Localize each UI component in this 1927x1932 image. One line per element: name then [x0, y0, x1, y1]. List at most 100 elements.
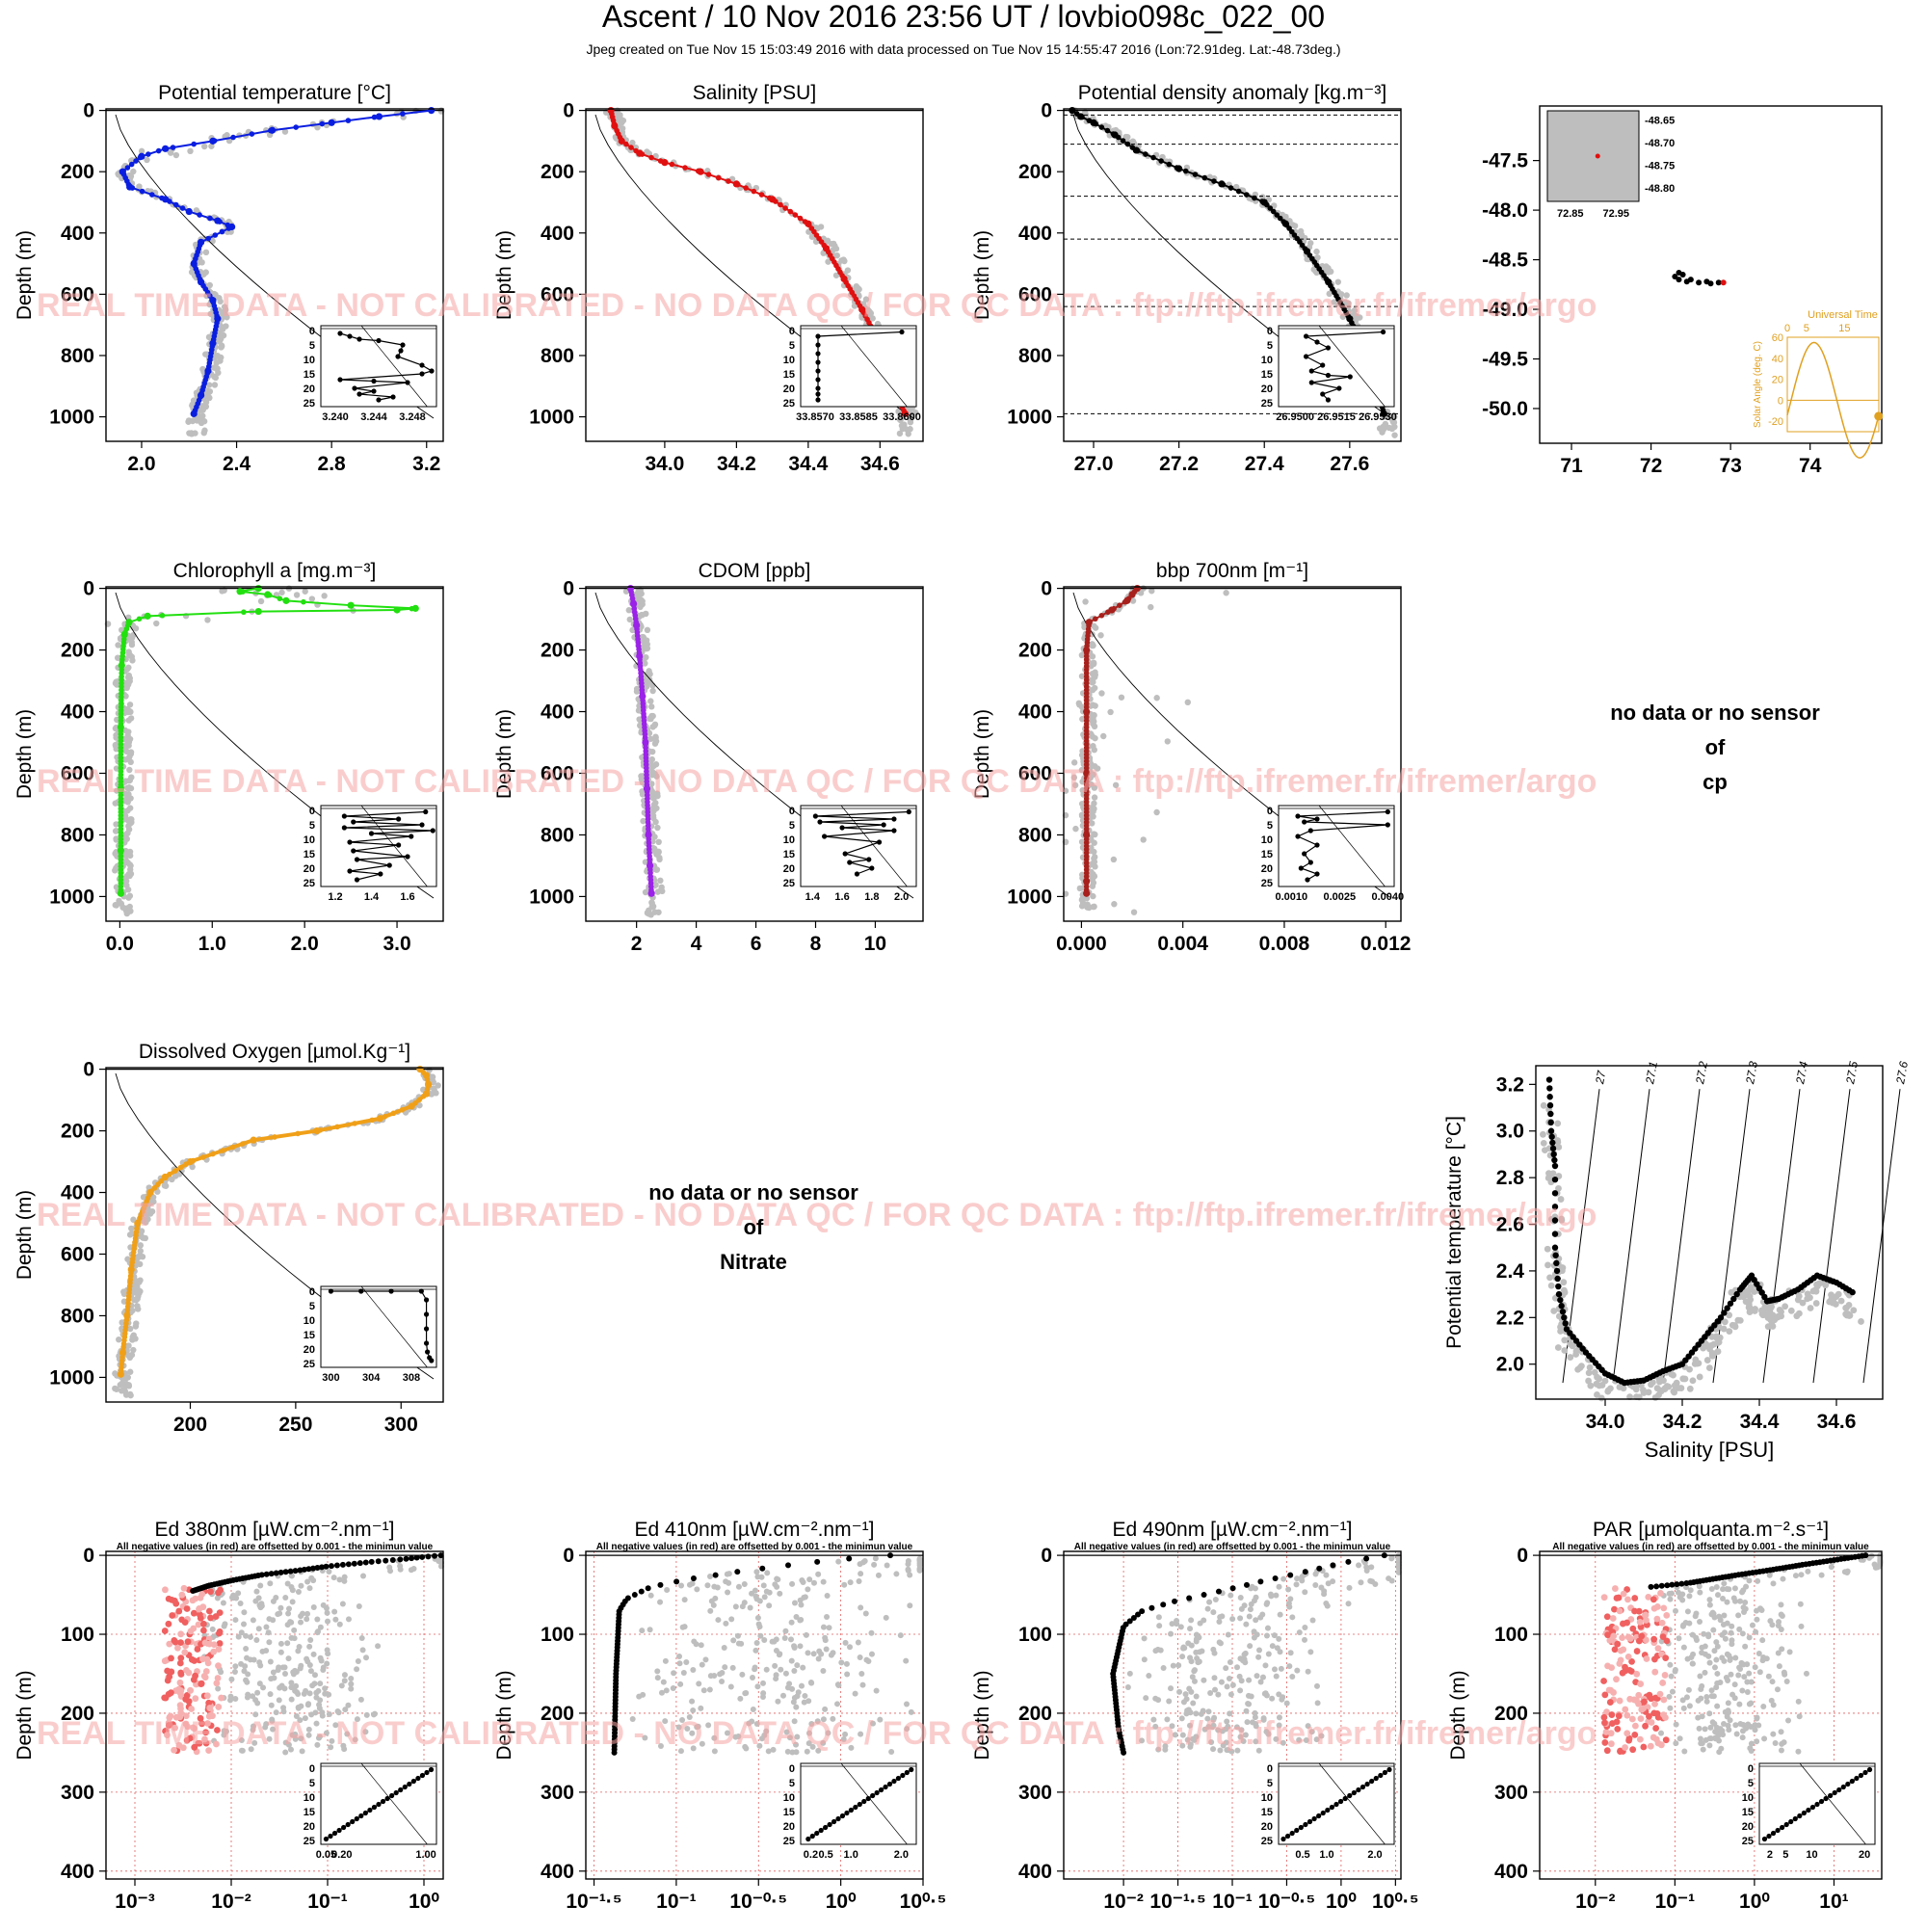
ed380-inset-ytick-label: 0: [309, 1763, 315, 1775]
temperature-ytick-label: 1000: [49, 407, 94, 429]
density-inset-point: [1320, 391, 1325, 396]
ts-profile-point: [1552, 1177, 1558, 1182]
ed490-profile-point: [1201, 1592, 1207, 1598]
chlorophyll-profile-point: [145, 613, 151, 620]
par-background-point: [1681, 1749, 1687, 1755]
ed380-negative-point: [187, 1687, 194, 1694]
ed380-inset-xtick-label: 1.00: [415, 1849, 436, 1861]
ed380-background-point: [356, 1603, 362, 1609]
ed410-inset-point: [853, 1805, 858, 1810]
ts-profile-point: [1553, 1260, 1559, 1266]
ts-background-point: [1830, 1300, 1836, 1307]
ed490-inset-ytick-label: 25: [1261, 1836, 1273, 1847]
ed490-profile-point: [1186, 1595, 1192, 1601]
ed380-background-point: [241, 1668, 247, 1674]
ed380-background-point: [314, 1616, 320, 1622]
chlorophyll-background-point: [114, 902, 119, 908]
ed380-background-point: [232, 1669, 238, 1675]
par-background-point: [1779, 1729, 1784, 1734]
ed410-background-point: [802, 1693, 807, 1699]
temperature-profile-point: [145, 151, 151, 157]
ed380-negative-point: [200, 1621, 207, 1628]
position-ytick-label: -47.5: [1482, 150, 1528, 172]
ed380-background-point: [273, 1595, 278, 1601]
chlorophyll-inset-point: [342, 825, 347, 830]
ts-background-point: [1766, 1309, 1773, 1315]
ed410-xtick-label: 10⁰: [826, 1891, 857, 1913]
ts-background-point: [1570, 1343, 1576, 1350]
temperature-inset-ytick-label: 15: [304, 369, 315, 381]
ed410-background-point: [726, 1580, 731, 1586]
bbp-ytick-label: 0: [1041, 578, 1052, 600]
ed410-background-point: [748, 1604, 753, 1610]
ed490-background-point: [1210, 1609, 1216, 1615]
temperature-inset-point: [376, 397, 381, 402]
oxygen-background-point: [137, 1288, 143, 1294]
salinity-inset-point: [815, 377, 820, 382]
ed380-negative-point: [178, 1592, 185, 1599]
ed380-negative-point: [192, 1695, 198, 1702]
salinity-background-point: [619, 119, 624, 125]
ed380-inset-point: [384, 1796, 389, 1801]
ed410-background-point: [752, 1665, 758, 1671]
ed380-background-point: [409, 1567, 414, 1573]
ed410-background-point: [792, 1645, 798, 1651]
ed380-negative-point: [198, 1595, 204, 1601]
chlorophyll-inset-point: [355, 877, 359, 882]
ed490-background-point: [1302, 1625, 1307, 1630]
ed380-background-point: [325, 1610, 330, 1616]
ed410-profile-point: [713, 1573, 719, 1578]
cdom-inset-ytick-label: 0: [789, 806, 795, 817]
ts-background-point: [1813, 1300, 1820, 1307]
chlorophyll-inset-point: [423, 809, 428, 814]
temperature-inset-point: [337, 331, 342, 335]
ts-xtick-label: 34.4: [1740, 1411, 1780, 1433]
ed380-background-point: [358, 1697, 364, 1703]
density-profile-point: [1087, 118, 1093, 123]
ed380-negative-point: [161, 1694, 168, 1701]
ed380-background-point: [305, 1701, 311, 1707]
sun-inset-current-point: [1874, 411, 1883, 420]
ed490-background-point: [1286, 1663, 1292, 1669]
ed490-background-point: [1127, 1671, 1133, 1677]
ed380-background-point: [287, 1619, 293, 1625]
density-background-point: [1381, 424, 1386, 430]
temperature-inset-point: [419, 362, 424, 367]
ed410-background-point: [793, 1705, 799, 1710]
ed490-background-point: [1194, 1639, 1200, 1645]
temperature-inset-point: [371, 388, 376, 393]
ts-background-point: [1737, 1317, 1744, 1324]
ed410-inset-point: [909, 1767, 913, 1772]
ed490-background-point: [1242, 1656, 1248, 1662]
chlorophyll-inset-point: [378, 871, 383, 876]
ed410-background-point: [690, 1667, 696, 1673]
density-inset-point: [1304, 354, 1308, 358]
ed380-negative-point: [185, 1638, 192, 1645]
ts-background-point: [1846, 1302, 1853, 1309]
oxygen-inset-point: [424, 1340, 429, 1345]
chlorophyll-inset-point: [405, 854, 409, 859]
temperature-background-point: [187, 148, 193, 154]
ed380-inset-ytick-label: 20: [304, 1821, 315, 1833]
oxygen-background-point: [123, 1383, 129, 1389]
ed410-background-point: [696, 1681, 701, 1686]
ed380-negative-point: [162, 1586, 169, 1593]
ts-profile-point: [1552, 1163, 1558, 1169]
ed380-negative-point: [204, 1692, 211, 1699]
cdom-inset-point: [822, 834, 827, 838]
density-profile-point: [1201, 175, 1207, 181]
salinity-profile-point: [735, 182, 741, 188]
position-inset-xtick-label: 72.95: [1602, 208, 1629, 220]
bbp-background-point: [1185, 700, 1191, 705]
sun-inset-ytick-label: 60: [1772, 332, 1783, 344]
chlorophyll-inset-ytick-label: 15: [304, 849, 315, 860]
ed410-background-point: [774, 1648, 779, 1654]
ed410-background-point: [708, 1673, 714, 1679]
ed410-ytick-label: 0: [563, 1545, 574, 1567]
bbp-inset-point: [1314, 871, 1319, 876]
density-inset-xtick-label: 26.9515: [1317, 411, 1356, 423]
cdom-background-point: [653, 806, 659, 811]
temperature-profile-point: [319, 121, 325, 127]
